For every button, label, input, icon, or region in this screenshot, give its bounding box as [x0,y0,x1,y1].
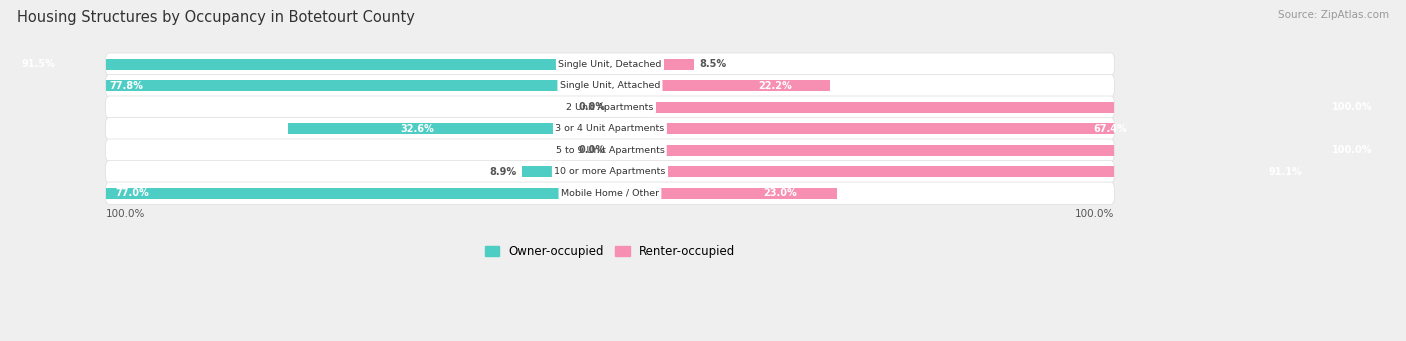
Bar [610,102,1406,113]
Bar [610,188,838,199]
FancyBboxPatch shape [105,118,1115,140]
Bar [610,166,1406,177]
Text: 32.6%: 32.6% [401,124,434,134]
Text: 3 or 4 Unit Apartments: 3 or 4 Unit Apartments [555,124,665,133]
Bar [610,80,830,91]
Text: 100.0%: 100.0% [1076,209,1115,219]
Bar [610,59,695,70]
Text: 91.1%: 91.1% [1268,167,1302,177]
Bar [610,123,1277,134]
Text: 5 to 9 Unit Apartments: 5 to 9 Unit Apartments [555,146,665,155]
Text: 23.0%: 23.0% [763,188,797,198]
FancyBboxPatch shape [105,161,1115,183]
Text: 77.0%: 77.0% [115,188,149,198]
Text: Mobile Home / Other: Mobile Home / Other [561,189,659,198]
Text: 0.0%: 0.0% [578,145,605,155]
Legend: Owner-occupied, Renter-occupied: Owner-occupied, Renter-occupied [479,240,740,263]
Bar [0,188,610,199]
Text: 91.5%: 91.5% [21,59,55,69]
Text: 67.4%: 67.4% [1092,124,1126,134]
Text: 100.0%: 100.0% [1331,102,1372,112]
Text: Housing Structures by Occupancy in Botetourt County: Housing Structures by Occupancy in Botet… [17,10,415,25]
Text: 0.0%: 0.0% [578,102,605,112]
Text: Source: ZipAtlas.com: Source: ZipAtlas.com [1278,10,1389,20]
FancyBboxPatch shape [105,139,1115,161]
Text: 10 or more Apartments: 10 or more Apartments [554,167,665,176]
FancyBboxPatch shape [105,74,1115,97]
Text: Single Unit, Detached: Single Unit, Detached [558,60,662,69]
Bar [610,145,1406,156]
Text: 8.5%: 8.5% [699,59,725,69]
FancyBboxPatch shape [105,182,1115,204]
Text: 100.0%: 100.0% [105,209,145,219]
FancyBboxPatch shape [105,96,1115,118]
Bar [287,123,610,134]
FancyBboxPatch shape [105,53,1115,75]
Bar [522,166,610,177]
Text: 22.2%: 22.2% [758,81,792,91]
Bar [0,80,610,91]
Bar [0,59,610,70]
Text: 2 Unit Apartments: 2 Unit Apartments [567,103,654,112]
Text: 77.8%: 77.8% [110,81,143,91]
Text: 100.0%: 100.0% [1331,145,1372,155]
Text: Single Unit, Attached: Single Unit, Attached [560,81,661,90]
Text: 8.9%: 8.9% [489,167,517,177]
